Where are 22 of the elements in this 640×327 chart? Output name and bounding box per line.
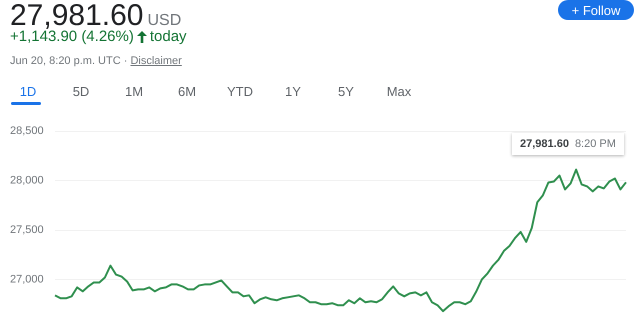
text: Max bbox=[386, 84, 412, 99]
text: 1Y bbox=[284, 84, 302, 99]
text: 5Y bbox=[337, 84, 355, 99]
text: · bbox=[124, 55, 128, 67]
y-tick-label: 27,000 bbox=[10, 273, 44, 286]
y-tick-label: 27,500 bbox=[10, 224, 44, 236]
text: today bbox=[150, 28, 187, 45]
text: USD bbox=[147, 12, 182, 29]
text: 1M bbox=[124, 84, 144, 99]
text: 1D bbox=[18, 84, 38, 99]
line-series bbox=[54, 168, 627, 312]
text: + Follow bbox=[572, 2, 620, 18]
annotation: 8:20 PM bbox=[574, 138, 616, 150]
y-tick-label: 28,000 bbox=[10, 174, 44, 186]
text: +1,143.90 (4.26%) bbox=[10, 28, 134, 45]
text: 6M bbox=[176, 84, 198, 99]
y-tick-label: 28,500 bbox=[10, 125, 44, 137]
text: Jun 20, 8:20 p.m. UTC bbox=[10, 55, 121, 67]
text: 5D bbox=[72, 84, 90, 99]
text: YTD bbox=[226, 84, 254, 99]
text: 27,981.60 bbox=[520, 138, 569, 150]
text: Disclaimer bbox=[130, 55, 182, 67]
